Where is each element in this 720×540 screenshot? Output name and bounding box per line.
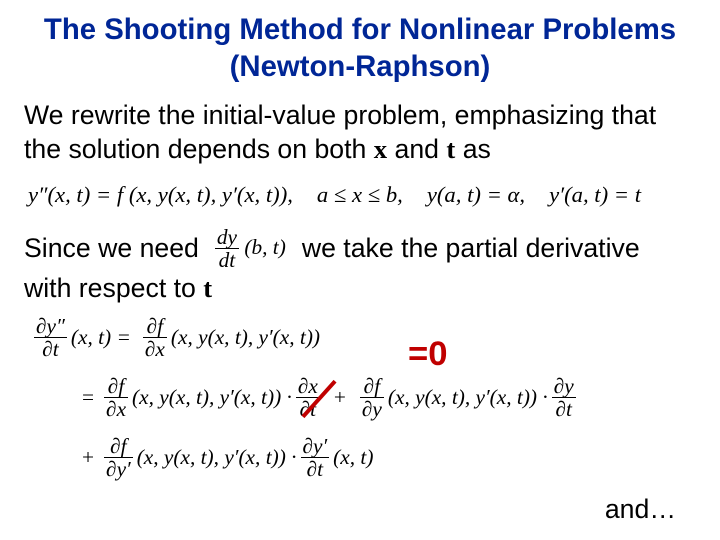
eq2-r1-frac: ∂f ∂x: [143, 315, 167, 361]
eq2-lhs-frac: ∂y″ ∂t: [34, 315, 67, 361]
equation-2: ∂y″ ∂t (x, t) = ∂f ∂x (x, y(x, t), y′(x,…: [24, 315, 696, 480]
frac-dy-dt-num: dy: [215, 226, 239, 249]
eq2-t2b-tail-den: ∂t: [552, 398, 576, 420]
eq2-line-3: + ∂f ∂y′ (x, y(x, t), y′(x, t)) · ∂y′ ∂t…: [24, 435, 696, 481]
p2-inline-deriv: dy dt (b, t): [215, 226, 286, 272]
eq2-plus-1: +: [334, 385, 346, 410]
eq2-t3-tail-num: ∂y′: [301, 435, 330, 458]
slide-title: The Shooting Method for Nonlinear Proble…: [24, 12, 696, 85]
slide-root: The Shooting Method for Nonlinear Proble…: [0, 0, 720, 540]
eq2-r1-num: ∂f: [143, 315, 167, 338]
frac-dy-dt: dy dt: [215, 226, 239, 272]
eq2-lhs-den: ∂t: [34, 338, 67, 360]
eq2-t2a-arg: (x, y(x, t), y′(x, t)) ·: [132, 385, 292, 410]
paragraph-1: We rewrite the initial-value problem, em…: [24, 99, 696, 166]
p2-mid: we take the partial derivative: [302, 232, 640, 265]
eq2-lhs-arg: (x, t) =: [71, 325, 131, 350]
eq2-t2b-arg: (x, y(x, t), y′(x, t)) ·: [388, 385, 548, 410]
frac-dy-dt-arg: (b, t): [244, 235, 285, 259]
equation-1: y″(x, t) = f (x, y(x, t), y′(x, t)), a ≤…: [24, 182, 696, 208]
eq1-range: a ≤ x ≤ b,: [317, 182, 403, 208]
zero-annotation: =0: [408, 335, 448, 374]
eq2-t2b-tail-frac: ∂y ∂t: [552, 375, 576, 421]
footer-text: and…: [605, 493, 676, 526]
p1-mid: and: [387, 134, 446, 164]
p1-post: as: [455, 134, 491, 164]
p1-pre: We rewrite the initial-value problem, em…: [24, 100, 656, 163]
eq2-t2a-num: ∂f: [104, 375, 128, 398]
eq2-lhs-num: ∂y″: [34, 315, 67, 338]
p2-line3a: with respect to: [24, 273, 203, 303]
eq2-eq-sign: =: [82, 385, 94, 410]
eq2-line-2: = ∂f ∂x (x, y(x, t), y′(x, t)) · ∂x ∂t +…: [24, 375, 696, 421]
eq2-t3-arg: (x, y(x, t), y′(x, t)) ·: [137, 445, 297, 470]
p2-t: t: [203, 273, 212, 303]
eq2-t3-tail-den: ∂t: [301, 458, 330, 480]
eq2-t2b-frac: ∂f ∂y: [360, 375, 384, 421]
eq1-bc1: y(a, t) = α,: [427, 182, 525, 208]
frac-dy-dt-den: dt: [215, 249, 239, 271]
eq2-plus-2: +: [82, 445, 94, 470]
eq2-r1-arg: (x, y(x, t), y′(x, t)): [171, 325, 320, 350]
eq2-t3-tail-frac: ∂y′ ∂t: [301, 435, 330, 481]
eq2-r1-den: ∂x: [143, 338, 167, 360]
eq1-lhs: y″(x, t) = f (x, y(x, t), y′(x, t)),: [28, 182, 293, 208]
eq2-t2a-tail-num: ∂x: [296, 375, 320, 398]
eq2-t2b-tail-num: ∂y: [552, 375, 576, 398]
eq2-t3-tail-arg: (x, t): [333, 445, 373, 470]
p1-t: t: [446, 134, 455, 164]
eq2-t3-frac: ∂f ∂y′: [104, 435, 133, 481]
title-line-2: (Newton-Raphson): [24, 49, 696, 86]
eq2-line-1: ∂y″ ∂t (x, t) = ∂f ∂x (x, y(x, t), y′(x,…: [24, 315, 696, 361]
eq2-t3-num: ∂f: [104, 435, 133, 458]
paragraph-2: Since we need dy dt (b, t) we take the p…: [24, 226, 696, 305]
title-line-1: The Shooting Method for Nonlinear Proble…: [24, 12, 696, 49]
eq2-t2b-den: ∂y: [360, 398, 384, 420]
eq2-t2a-frac: ∂f ∂x: [104, 375, 128, 421]
eq1-bc2: y′(a, t) = t: [549, 182, 641, 208]
eq2-t3-den: ∂y′: [104, 458, 133, 480]
p1-x: x: [374, 134, 387, 164]
eq2-t2a-den: ∂x: [104, 398, 128, 420]
p2-pre: Since we need: [24, 232, 199, 265]
eq2-t2b-num: ∂f: [360, 375, 384, 398]
